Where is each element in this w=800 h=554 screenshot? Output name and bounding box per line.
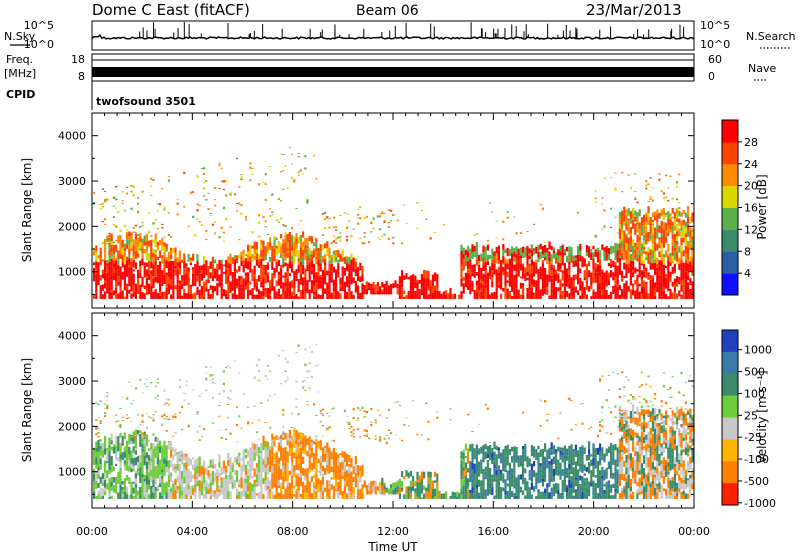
velocity-ylabel: Slant Range [km] <box>20 358 34 462</box>
ytick-label: 1000 <box>58 466 86 479</box>
cpid-value: twofsound 3501 <box>96 95 196 108</box>
beam-title: Beam 06 <box>356 3 419 19</box>
nsky-panel: 10^5 10^0 10^5 10^0 N.Sky N.Search <box>4 19 796 51</box>
colorbar-tick-label: -1000 <box>744 497 776 510</box>
nsky-tick-high: 10^5 <box>24 19 54 32</box>
ytick-label: 3000 <box>58 375 86 388</box>
colorbar-tick-label: 100 <box>744 387 765 400</box>
colorbar-swatch <box>722 163 738 187</box>
xtick-label: 16:00 <box>477 525 509 538</box>
colorbar-tick-label: 4 <box>744 267 751 280</box>
nave-tick-low: 0 <box>708 70 715 83</box>
colorbar-tick-label: 500 <box>744 366 765 379</box>
nsearch-label: N.Search <box>746 30 796 43</box>
colorbar-swatch <box>722 395 738 418</box>
colorbar-swatch <box>722 273 738 296</box>
velocity-data-field <box>93 344 694 499</box>
freq-tick-low: 8 <box>78 70 85 83</box>
colorbar-swatch <box>722 483 738 506</box>
colorbar-tick-label: -25 <box>744 431 762 444</box>
colorbar-swatch <box>722 185 738 208</box>
ytick-label: 4000 <box>58 330 86 343</box>
nsky-tick-low: 10^0 <box>24 38 54 51</box>
nave-band <box>92 67 694 77</box>
freq-panel: Freq. [MHz] 18 8 60 0 Nave <box>4 53 776 83</box>
ytick-label: 1000 <box>58 266 86 279</box>
colorbar-swatch <box>722 461 738 484</box>
colorbar-swatch <box>722 417 738 440</box>
colorbar-swatch <box>722 251 738 274</box>
velocity-panel: 1000 2000 3000 4000 Slant Range [km] 00:00 0… <box>20 312 710 554</box>
colorbar-tick-label: -100 <box>744 453 769 466</box>
colorbar-tick-label: 28 <box>744 136 758 149</box>
nsky-trace <box>91 34 695 40</box>
colorbar-tick-label: 16 <box>744 202 758 215</box>
colorbar-swatch <box>722 351 738 375</box>
ytick-label: 3000 <box>58 175 86 188</box>
colorbar-swatch <box>722 229 738 252</box>
freq-unit: [MHz] <box>4 67 36 80</box>
power-panel: 1000 2000 3000 4000 Slant Range [km] <box>20 112 695 309</box>
nsearch-tick-low: 10^0 <box>700 38 730 51</box>
xtick-label: 00:00 <box>76 525 108 538</box>
nsky-spikes <box>139 22 685 38</box>
colorbar-tick-label: 1000 <box>744 344 772 357</box>
nsky-label: N.Sky <box>4 30 36 43</box>
colorbar-swatch <box>722 141 738 165</box>
power-ylabel: Slant Range [km] <box>20 158 34 262</box>
xtick-label: 04:00 <box>176 525 208 538</box>
ytick-label: 4000 <box>58 130 86 143</box>
cpid-panel: CPID twofsound 3501 <box>6 81 196 110</box>
power-colorbar: 4 8 12 16 20 24 28 <box>721 119 758 296</box>
colorbar-swatch <box>722 330 738 353</box>
colorbar-swatch <box>722 373 738 397</box>
colorbar-tick-label: 8 <box>744 245 751 258</box>
colorbar-swatch <box>722 439 738 462</box>
colorbar-tick-label: 25 <box>744 409 758 422</box>
colorbar-swatch <box>722 207 738 230</box>
power-data-field <box>93 147 694 299</box>
colorbar-tick-label: 20 <box>744 180 758 193</box>
cpid-label: CPID <box>6 88 35 101</box>
xtick-label: 00:00 <box>678 525 710 538</box>
colorbar-swatch <box>722 120 738 143</box>
time-xlabel: Time UT <box>367 540 418 554</box>
colorbar-tick-label: 24 <box>744 158 758 171</box>
station-title: Dome C East (fitACF) <box>92 1 250 19</box>
xtick-label: 20:00 <box>578 525 610 538</box>
nave-tick-high: 60 <box>708 53 722 66</box>
velocity-colorbar: 1000 500 100 25 -25 -100 -500 -1000 <box>721 329 776 510</box>
ytick-label: 2000 <box>58 220 86 233</box>
power-colorbar-label: Power [dB] <box>755 174 769 239</box>
freq-label: Freq. <box>6 53 33 66</box>
colorbar-tick-label: -500 <box>744 475 769 488</box>
ytick-label: 2000 <box>58 420 86 433</box>
nsearch-tick-high: 10^5 <box>700 19 730 32</box>
nave-label: Nave <box>748 62 776 75</box>
xtick-label: 08:00 <box>277 525 309 538</box>
date-title: 23/Mar/2013 <box>586 1 682 19</box>
freq-tick-high: 18 <box>71 53 85 66</box>
xtick-label: 12:00 <box>377 525 409 538</box>
velocity-colorbar-label: Velocity [m s⁻¹] <box>755 370 769 463</box>
colorbar-tick-label: 12 <box>744 223 758 236</box>
